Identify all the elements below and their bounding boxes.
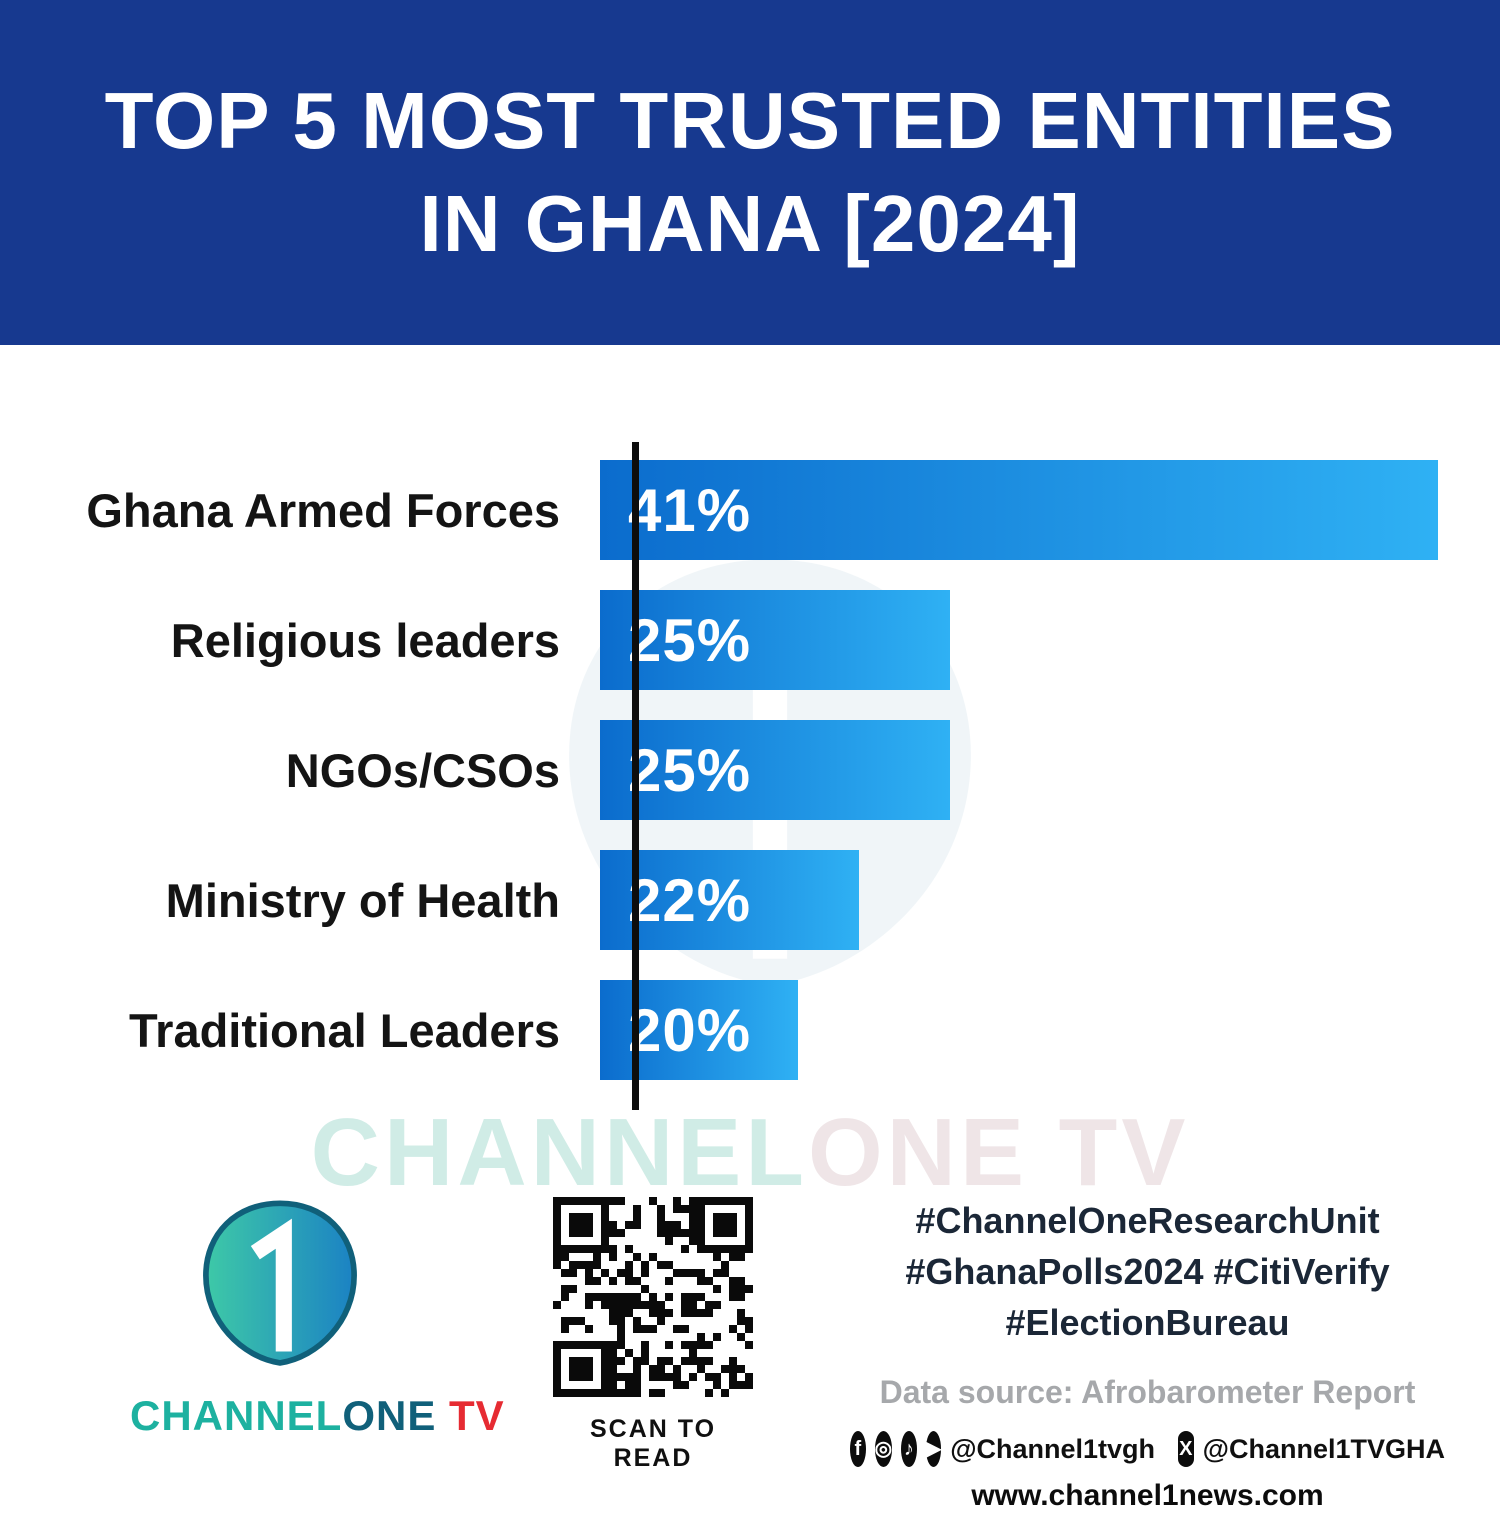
x-icon: X: [1178, 1431, 1194, 1468]
header-banner: TOP 5 MOST TRUSTED ENTITIES IN GHANA [20…: [0, 0, 1500, 345]
data-source-label: Data source: Afrobarometer Report: [879, 1374, 1416, 1411]
bar-area: 25%: [600, 590, 1438, 690]
bar-value-label: 25%: [628, 606, 752, 674]
hashtag-line-1: #ChannelOneResearchUnit: [915, 1200, 1380, 1241]
category-label: Traditional Leaders: [129, 1003, 560, 1057]
bar-area: 25%: [600, 720, 1438, 820]
facebook-icon: f: [850, 1431, 866, 1468]
hashtag-line-2: #GhanaPolls2024 #CitiVerify: [905, 1251, 1390, 1293]
page-title-line1: TOP 5 MOST TRUSTED ENTITIES: [104, 76, 1396, 166]
bar-area: 20%: [600, 980, 1438, 1080]
brand-channel: CHANNEL: [130, 1392, 343, 1439]
bar-area: 41%: [600, 460, 1438, 560]
footer: CHANNELONE TV SCAN TO READ #ChannelOneRe…: [0, 1185, 1500, 1512]
hashtag-line-3: #ElectionBureau: [1005, 1302, 1290, 1344]
channel-one-logo-block: CHANNELONE TV: [130, 1190, 504, 1440]
qr-caption: SCAN TO READ: [589, 1415, 717, 1472]
bar: 25%: [600, 590, 951, 690]
social-handle-1: @Channel1tvgh: [950, 1433, 1156, 1464]
chart-row: Traditional Leaders 20%: [0, 980, 1438, 1080]
page-title-line2: IN GHANA [2024]: [419, 178, 1081, 268]
tiktok-icon: ♪: [901, 1431, 917, 1468]
bar: 22%: [600, 850, 860, 950]
bar-value-label: 25%: [628, 736, 752, 804]
chart-row: Ghana Armed Forces 41%: [0, 460, 1438, 560]
channel-one-wordmark: CHANNELONE TV: [130, 1392, 504, 1440]
chart-row: Ministry of Health 22%: [0, 850, 1438, 950]
bar-value-label: 22%: [628, 866, 752, 934]
info-block: #ChannelOneResearchUnit #GhanaPolls2024 …: [850, 1195, 1445, 1513]
channel-one-logo-icon: [203, 1200, 357, 1366]
bar-value-label: 41%: [628, 476, 752, 544]
instagram-icon: ◎: [874, 1431, 893, 1468]
category-label: Ghana Armed Forces: [86, 483, 560, 537]
qr-block: SCAN TO READ: [548, 1197, 758, 1473]
social-row: f ◎ ♪ ▶ @Channel1tvgh X @Channel1TVGHA: [850, 1431, 1445, 1468]
channel-one-text-watermark: CHANNELONE TV: [0, 1098, 1500, 1208]
bar: 41%: [600, 460, 1438, 560]
page-title: TOP 5 MOST TRUSTED ENTITIES IN GHANA [20…: [105, 70, 1396, 275]
chart-rows: Ghana Armed Forces 41% Religious leaders 25…: [0, 460, 1438, 1080]
bar: 20%: [600, 980, 799, 1080]
brand-one: ONE: [342, 1392, 437, 1439]
category-label: Ministry of Health: [165, 873, 560, 927]
chart-axis-line: [632, 442, 639, 1110]
website-url: www.channel1news.com: [971, 1479, 1324, 1513]
qr-code: [553, 1197, 753, 1397]
watermark-part1: CHANNEL: [310, 1099, 808, 1206]
bar-area: 22%: [600, 850, 1438, 950]
chart-row: NGOs/CSOs 25%: [0, 720, 1438, 820]
watermark-part2: ONE TV: [807, 1099, 1190, 1206]
bar: 25%: [600, 720, 951, 820]
brand-tv: TV: [436, 1392, 505, 1439]
chart-row: Religious leaders 25%: [0, 590, 1438, 690]
category-label: Religious leaders: [170, 613, 560, 667]
category-label: NGOs/CSOs: [285, 743, 560, 797]
social-handle-2: @Channel1TVGHA: [1202, 1433, 1445, 1464]
youtube-icon: ▶: [925, 1431, 942, 1468]
bar-value-label: 20%: [628, 996, 752, 1064]
